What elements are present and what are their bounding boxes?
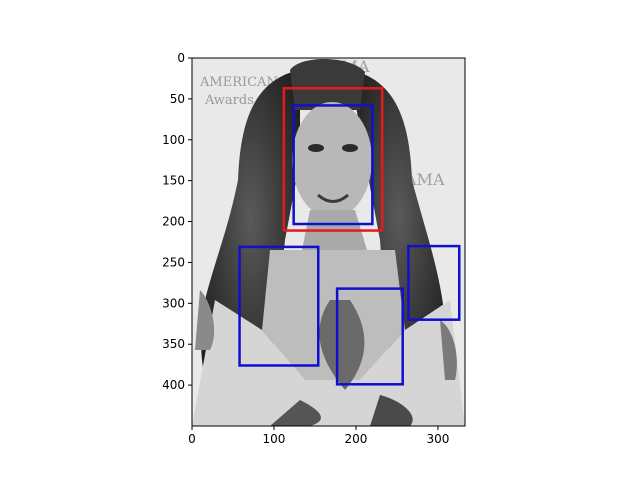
bounding-box-4	[335, 287, 404, 386]
bounding-boxes	[238, 87, 461, 386]
axes-frame	[191, 57, 466, 427]
y-tick-label: 50	[170, 92, 185, 106]
y-tick-label: 350	[162, 337, 185, 351]
y-tick-label: 200	[162, 215, 185, 229]
x-tick-label: 100	[263, 432, 286, 446]
x-tick-label: 200	[345, 432, 368, 446]
y-tick-label: 250	[162, 255, 185, 269]
x-axis-ticks: 0 100 200 300	[188, 426, 449, 446]
svg-text:AMA: AMA	[404, 170, 445, 189]
y-axis-ticks: 0 50 100 150 200 250 300 350 400	[162, 51, 192, 392]
bounding-box-3	[238, 245, 320, 367]
bounding-box-2	[292, 104, 374, 226]
y-tick-label: 400	[162, 378, 185, 392]
bounding-box-1	[282, 87, 384, 232]
y-tick-label: 100	[162, 133, 185, 147]
x-tick-label: 300	[426, 432, 449, 446]
y-tick-label: 300	[162, 296, 185, 310]
svg-text:Awards: Awards	[204, 93, 254, 108]
x-tick-label: 0	[188, 432, 196, 446]
y-tick-label: 0	[177, 51, 185, 65]
photo-image: AMERICAN MUSIC Awards AMA AMA	[192, 58, 465, 426]
y-tick-label: 150	[162, 174, 185, 188]
bounding-box-5	[407, 244, 461, 321]
